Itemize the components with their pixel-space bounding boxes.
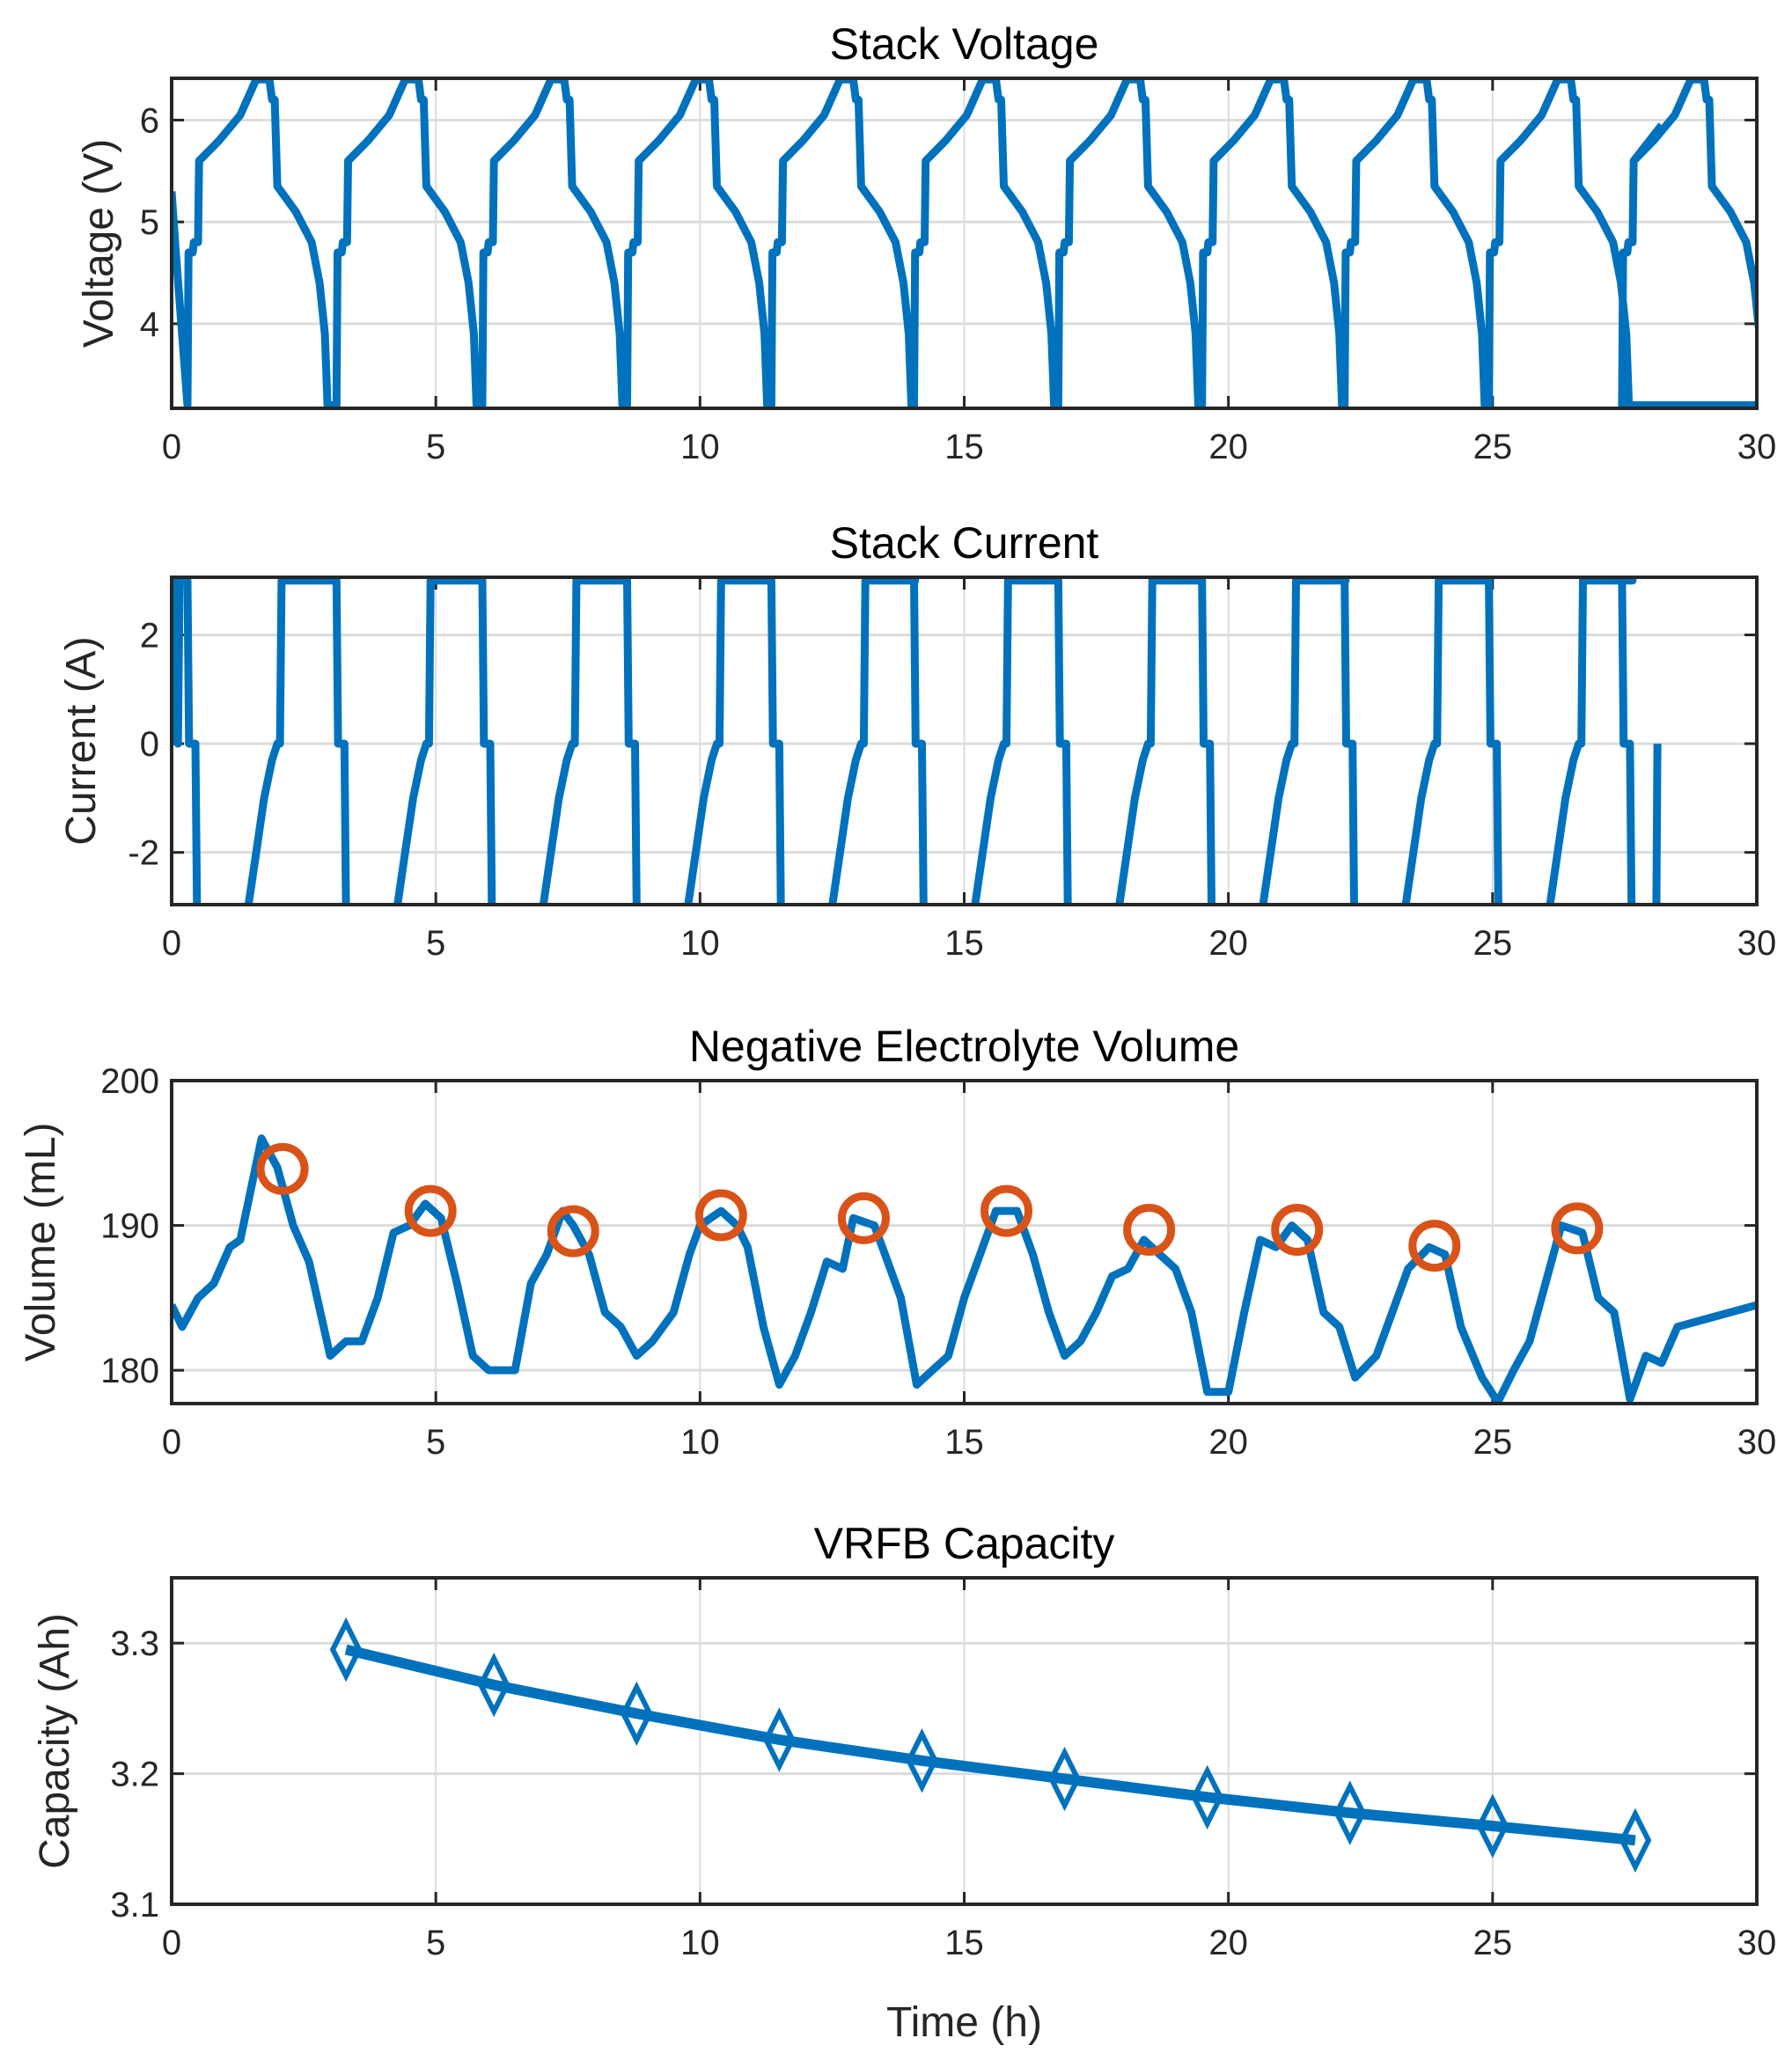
x-tick-label: 25 <box>1473 1924 1513 1962</box>
x-tick-label: 5 <box>426 1423 445 1462</box>
x-tick-label: 15 <box>944 924 984 963</box>
y-tick-label: 4 <box>140 305 159 344</box>
data-point-diamond <box>477 1652 510 1718</box>
data-point-diamond <box>1476 1793 1509 1859</box>
peak-marker-circle <box>1551 1202 1604 1255</box>
data-point-diamond <box>620 1681 653 1747</box>
peak-marker-circle <box>256 1142 309 1195</box>
x-tick-label: 25 <box>1473 924 1513 963</box>
data-point-diamond <box>906 1728 938 1793</box>
x-tick-label: 0 <box>162 1423 181 1462</box>
x-tick-label: 20 <box>1208 1423 1248 1462</box>
x-tick-label: 15 <box>944 1924 984 1962</box>
chart-title: Negative Electrolyte Volume <box>689 1022 1239 1071</box>
x-tick-label: 30 <box>1737 1924 1777 1962</box>
y-tick-label: 3.2 <box>110 1756 159 1794</box>
x-tick-label: 0 <box>162 1924 181 1962</box>
x-tick-label: 25 <box>1473 428 1513 466</box>
x-axis-label: Time (h) <box>886 1999 1042 2046</box>
x-tick-label: 10 <box>680 1924 720 1962</box>
y-tick-label: 0 <box>140 725 159 764</box>
data-point-diamond <box>1619 1807 1652 1873</box>
y-tick-label: 190 <box>100 1207 159 1246</box>
x-tick-label: 10 <box>680 1423 720 1462</box>
x-tick-label: 5 <box>426 428 445 466</box>
x-tick-label: 10 <box>680 428 720 466</box>
peak-marker-circle <box>694 1189 747 1242</box>
y-tick-label: 2 <box>140 617 159 656</box>
y-axis-label: Capacity (Ah) <box>32 1613 78 1869</box>
peak-marker-circle <box>1271 1204 1324 1257</box>
peak-marker-circle <box>1123 1204 1176 1257</box>
axes-box <box>170 77 1759 410</box>
panel-4: 0 5 10 15 20 25 30 3.1 3.2 3.3 VRFB Capacity Capaci… <box>32 1519 1776 2046</box>
data-point-diamond <box>1048 1746 1081 1812</box>
data-point-diamond <box>763 1707 796 1772</box>
x-tick-label: 0 <box>162 924 181 963</box>
y-tick-label: -2 <box>128 834 159 873</box>
x-tick-label: 10 <box>680 924 720 963</box>
x-tick-label: 5 <box>426 1924 445 1962</box>
y-axis-label: Voltage (V) <box>76 139 122 348</box>
panel-1: 0 5 10 15 20 25 30 4 5 6 Stack Voltage Voltage (V) <box>76 19 1776 466</box>
panel-2: 0 5 10 15 20 25 30 -2 0 2 Stack Current Current (A) <box>58 518 1776 963</box>
peak-marker-circle <box>404 1184 457 1237</box>
y-tick-label: 180 <box>100 1352 159 1390</box>
x-tick-label: 30 <box>1737 924 1777 963</box>
x-tick-label: 15 <box>944 1423 984 1462</box>
panel-3: 0 5 10 15 20 25 30 180 190 200 Negative Electrolyt… <box>18 1022 1776 1462</box>
x-tick-label: 30 <box>1737 1423 1777 1462</box>
peak-marker-circle <box>547 1205 599 1257</box>
x-tick-label: 5 <box>426 924 445 963</box>
x-tick-label: 30 <box>1737 428 1777 466</box>
chart-title: VRFB Capacity <box>814 1519 1115 1568</box>
x-tick-label: 20 <box>1208 1924 1248 1962</box>
peak-marker-circle <box>1408 1220 1461 1272</box>
chart-title: Stack Voltage <box>830 19 1099 69</box>
data-point-diamond <box>1333 1780 1367 1845</box>
y-tick-label: 3.3 <box>110 1624 159 1663</box>
axes-box <box>170 576 1759 906</box>
series-line-capacity <box>344 1644 1636 1846</box>
x-tick-label: 25 <box>1473 1423 1513 1462</box>
chart-title: Stack Current <box>830 518 1099 568</box>
axes-box <box>170 1079 1759 1405</box>
series-line-voltage <box>172 78 1757 408</box>
peak-marker-circle <box>980 1184 1033 1237</box>
series-line-current <box>172 577 1662 905</box>
peak-marker-circle <box>837 1191 890 1244</box>
y-axis-label: Volume (mL) <box>18 1122 64 1361</box>
x-tick-label: 20 <box>1208 924 1248 963</box>
axes-box <box>170 1576 1759 1906</box>
y-tick-label: 6 <box>140 101 159 140</box>
data-point-diamond <box>1191 1764 1224 1830</box>
x-tick-label: 15 <box>944 428 984 466</box>
y-tick-label: 5 <box>140 203 159 242</box>
x-tick-label: 20 <box>1208 428 1248 466</box>
y-tick-label: 200 <box>100 1062 159 1101</box>
y-tick-label: 3.1 <box>110 1886 159 1925</box>
data-point-diamond <box>329 1617 363 1683</box>
y-axis-label: Current (A) <box>58 636 105 845</box>
x-tick-label: 0 <box>162 428 181 466</box>
